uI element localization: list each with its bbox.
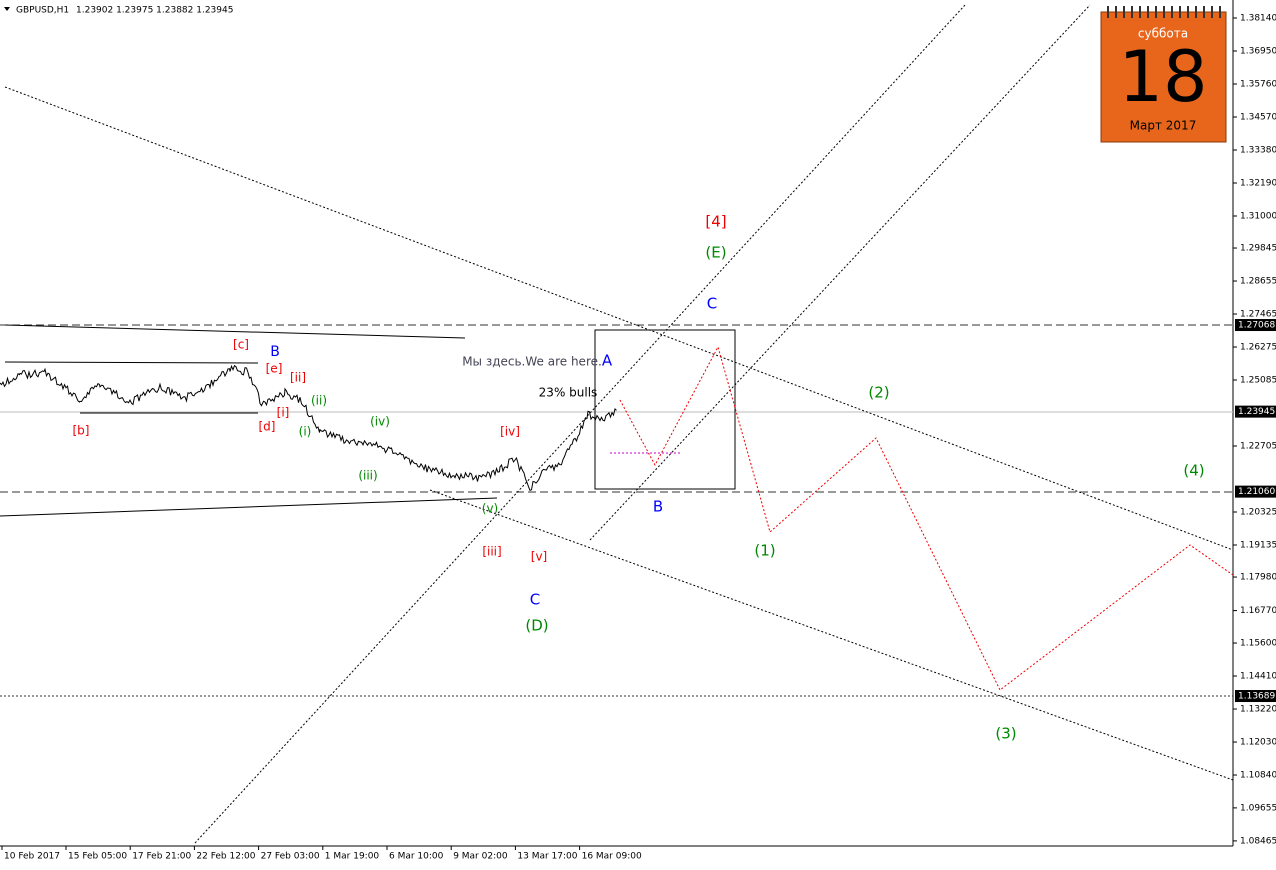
day: 18 bbox=[1118, 36, 1207, 118]
wave-label: [v] bbox=[531, 550, 547, 564]
wave-label: [iii] bbox=[482, 545, 501, 559]
price-label: 1.19135 bbox=[1240, 541, 1276, 551]
wave-label: [c] bbox=[233, 338, 249, 352]
price-label: 1.14410 bbox=[1240, 672, 1276, 682]
channel-line bbox=[0, 497, 498, 517]
wave-label: (iii) bbox=[358, 469, 377, 483]
price-label: 1.09655 bbox=[1240, 803, 1276, 813]
time-label: 13 Mar 17:00 bbox=[517, 852, 577, 862]
rectangle bbox=[594, 329, 736, 490]
wave-label: [ii] bbox=[290, 371, 306, 385]
time-label: 10 Feb 2017 bbox=[4, 852, 60, 862]
weekday: суббота bbox=[1138, 27, 1188, 41]
wave-label: [4] bbox=[705, 213, 726, 231]
wave-label: (iv) bbox=[370, 415, 390, 429]
time-label: 27 Feb 03:00 bbox=[261, 852, 320, 862]
calendar-box bbox=[1100, 11, 1227, 143]
symbol: GBPUSD,H1 bbox=[16, 6, 69, 16]
time-label: 16 Mar 09:00 bbox=[582, 852, 642, 862]
month: Март 2017 bbox=[1130, 119, 1197, 133]
channel-line bbox=[4, 324, 466, 339]
time-label: 15 Feb 05:00 bbox=[68, 852, 127, 862]
wave-label: 23% bulls bbox=[539, 386, 598, 400]
price-label: 1.25085 bbox=[1240, 376, 1276, 386]
wave-label: (2) bbox=[868, 384, 889, 402]
wave-label: (i) bbox=[299, 425, 312, 439]
price-label: 1.35760 bbox=[1240, 79, 1276, 89]
time-label: 6 Mar 10:00 bbox=[389, 852, 444, 862]
ohlc: 1.23902 1.23975 1.23882 1.23945 bbox=[76, 6, 233, 16]
price-label: 1.31000 bbox=[1240, 211, 1276, 221]
price-label: 1.17980 bbox=[1240, 573, 1276, 583]
time-label: 1 Mar 19:00 bbox=[325, 852, 380, 862]
price-label: 1.22705 bbox=[1240, 442, 1276, 452]
wave-label: (3) bbox=[995, 725, 1016, 743]
price-marker-label: 1.13689 bbox=[1238, 692, 1275, 702]
price-label: 1.38140 bbox=[1240, 14, 1276, 24]
time-label: 17 Feb 21:00 bbox=[132, 852, 191, 862]
price-label: 1.20325 bbox=[1240, 508, 1276, 518]
price-label: 1.29845 bbox=[1240, 244, 1276, 254]
wave-label: (v) bbox=[482, 502, 498, 516]
price-label: 1.16770 bbox=[1240, 606, 1276, 616]
wave-label: C bbox=[707, 295, 717, 313]
wave-label: (4) bbox=[1183, 462, 1204, 480]
forecast-path bbox=[619, 345, 1234, 691]
wave-label: [d] bbox=[259, 420, 276, 434]
price-marker bbox=[1235, 319, 1276, 332]
price-line bbox=[0, 364, 617, 492]
price-label: 1.13220 bbox=[1240, 705, 1276, 715]
price-label: 1.32190 bbox=[1240, 178, 1276, 188]
price-marker bbox=[1235, 690, 1276, 703]
price-label: 1.27465 bbox=[1240, 310, 1276, 320]
price-label: 1.33380 bbox=[1240, 145, 1276, 155]
price-marker bbox=[1235, 485, 1276, 498]
price-label: 1.08465 bbox=[1240, 836, 1276, 846]
price-label: 1.34570 bbox=[1240, 112, 1276, 122]
wave-label: B bbox=[653, 498, 663, 516]
wave-label: Мы здесь.We are here. bbox=[462, 355, 602, 369]
wave-label: (1) bbox=[754, 542, 775, 560]
price-label: 1.36950 bbox=[1240, 46, 1276, 56]
price-label: 1.28655 bbox=[1240, 277, 1276, 287]
time-label: 22 Feb 12:00 bbox=[196, 852, 255, 862]
drawings: × ✓ ✓ bbox=[0, 4, 1234, 844]
price-marker-label: 1.23945 bbox=[1238, 407, 1275, 417]
price-label: 1.12030 bbox=[1240, 738, 1276, 748]
wave-label: (D) bbox=[525, 617, 548, 635]
wave-label: [i] bbox=[277, 406, 290, 420]
price-marker-label: 1.27068 bbox=[1238, 321, 1275, 331]
price-marker-label: 1.21060 bbox=[1238, 487, 1275, 497]
menu-arrow[interactable] bbox=[4, 7, 10, 11]
time-label: 9 Mar 02:00 bbox=[453, 852, 508, 862]
wave-label: B bbox=[270, 344, 280, 360]
price-label: 1.10840 bbox=[1240, 771, 1276, 781]
wave-label: (ii) bbox=[311, 394, 327, 408]
wave-label: [e] bbox=[266, 362, 283, 376]
price-marker bbox=[1235, 405, 1276, 418]
trend-line bbox=[4, 86, 1234, 551]
trend-line bbox=[194, 4, 966, 844]
triangle-line bbox=[4, 361, 259, 364]
wave-label: (E) bbox=[705, 244, 726, 262]
wave-label: [iv] bbox=[500, 425, 520, 439]
price-label: 1.15600 bbox=[1240, 639, 1276, 649]
calendar: суббота 18 Март 2017 bbox=[1100, 6, 1227, 143]
wave-label: [b] bbox=[73, 424, 90, 438]
wave-label: A bbox=[602, 352, 613, 370]
wave-label: C bbox=[530, 591, 540, 609]
price-label: 1.26275 bbox=[1240, 343, 1276, 353]
